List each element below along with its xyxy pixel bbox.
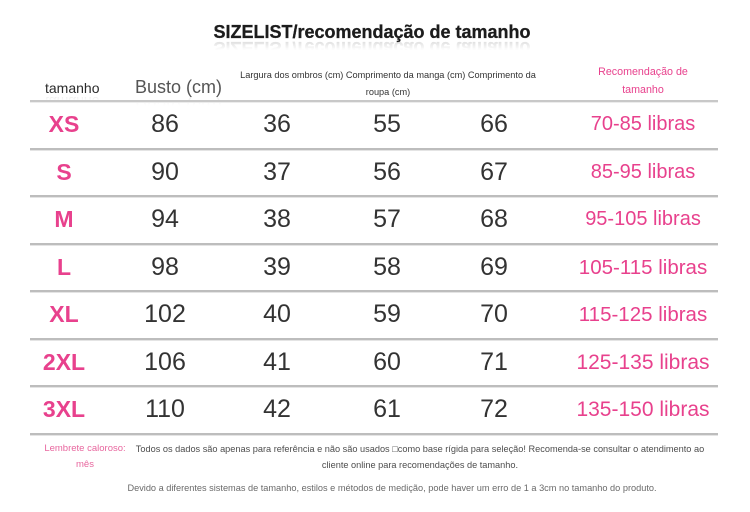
shoulder-value: 42 — [263, 395, 291, 423]
disclaimer-text: Devido a diferentes sistemas de tamanho,… — [127, 483, 657, 493]
bust-value: 90 — [151, 157, 179, 186]
weight-recommendation: 115-125 libras — [578, 303, 708, 326]
header-bust: Busto (cm) — [135, 77, 223, 97]
header-shoulder: Largura dos ombros (cm) — [240, 70, 344, 80]
shoulder-value: 39 — [263, 252, 291, 281]
size-label: L — [56, 253, 72, 280]
bust-value: 110 — [145, 395, 185, 423]
shoulder-value: 38 — [263, 205, 291, 233]
sleeve-value: 61 — [373, 395, 401, 423]
shoulder-value: 37 — [263, 157, 291, 186]
bust-value: 94 — [151, 205, 179, 233]
length-value: 72 — [480, 395, 508, 423]
sleeve-value: 58 — [373, 252, 401, 281]
length-value: 67 — [480, 157, 508, 186]
shoulder-value: 40 — [263, 300, 291, 328]
page-title: SIZELIST/recomendação de tamanho — [213, 22, 531, 42]
size-label: 3XL — [42, 396, 86, 422]
header-recommendation: Recomendação de tamanho — [598, 66, 688, 96]
size-row: XS 86 36 55 66 70-85 libras — [0, 101, 750, 149]
size-row: 2XL 106 41 60 71 125-135 libras — [0, 339, 750, 387]
size-label: M — [54, 206, 74, 232]
header-sleeve: Comprimento da manga (cm) — [345, 70, 466, 80]
size-label: XL — [49, 301, 79, 327]
reminder-label: Lembrete caloroso: mês — [44, 443, 126, 470]
sleeve-value: 55 — [373, 110, 401, 138]
note-text: Todos os dados são apenas para referênci… — [135, 444, 705, 470]
bust-value: 98 — [151, 252, 179, 281]
size-table: XS 86 36 55 66 70-85 libras S 90 37 56 6… — [0, 100, 750, 434]
header-size: tamanho — [45, 80, 100, 96]
weight-recommendation: 95-105 libras — [585, 208, 701, 230]
size-row: S 90 37 56 67 85-95 libras — [0, 149, 750, 197]
size-label: S — [56, 158, 72, 185]
length-value: 71 — [480, 347, 508, 376]
shoulder-value: 36 — [263, 110, 291, 138]
weight-recommendation: 85-95 libras — [590, 160, 696, 183]
header-length: Comprimento da roupa (cm) — [365, 70, 536, 97]
shoulder-value: 41 — [263, 347, 291, 376]
size-label: XS — [48, 111, 80, 137]
size-row: XL 102 40 59 70 115-125 libras — [0, 291, 750, 339]
weight-recommendation: 135-150 libras — [576, 398, 710, 421]
bust-value: 106 — [144, 347, 186, 376]
sleeve-value: 59 — [373, 300, 401, 328]
length-value: 70 — [480, 300, 508, 328]
weight-recommendation: 105-115 libras — [578, 255, 708, 279]
length-value: 68 — [480, 205, 508, 233]
size-row: 3XL 110 42 61 72 135-150 libras — [0, 386, 750, 434]
size-row: L 98 39 58 69 105-115 libras — [0, 244, 750, 292]
size-label: 2XL — [42, 348, 86, 375]
weight-recommendation: 70-85 libras — [590, 113, 696, 135]
weight-recommendation: 125-135 libras — [576, 350, 710, 374]
sleeve-value: 57 — [373, 205, 401, 233]
bust-value: 86 — [151, 110, 179, 138]
sleeve-value: 56 — [373, 157, 401, 186]
header-measurements: Largura dos ombros (cm) Comprimento da m… — [238, 67, 538, 101]
length-value: 66 — [480, 110, 508, 138]
length-value: 69 — [480, 252, 508, 281]
size-row: M 94 38 57 68 95-105 libras — [0, 196, 750, 244]
bust-value: 102 — [144, 300, 186, 328]
sleeve-value: 60 — [373, 347, 401, 376]
